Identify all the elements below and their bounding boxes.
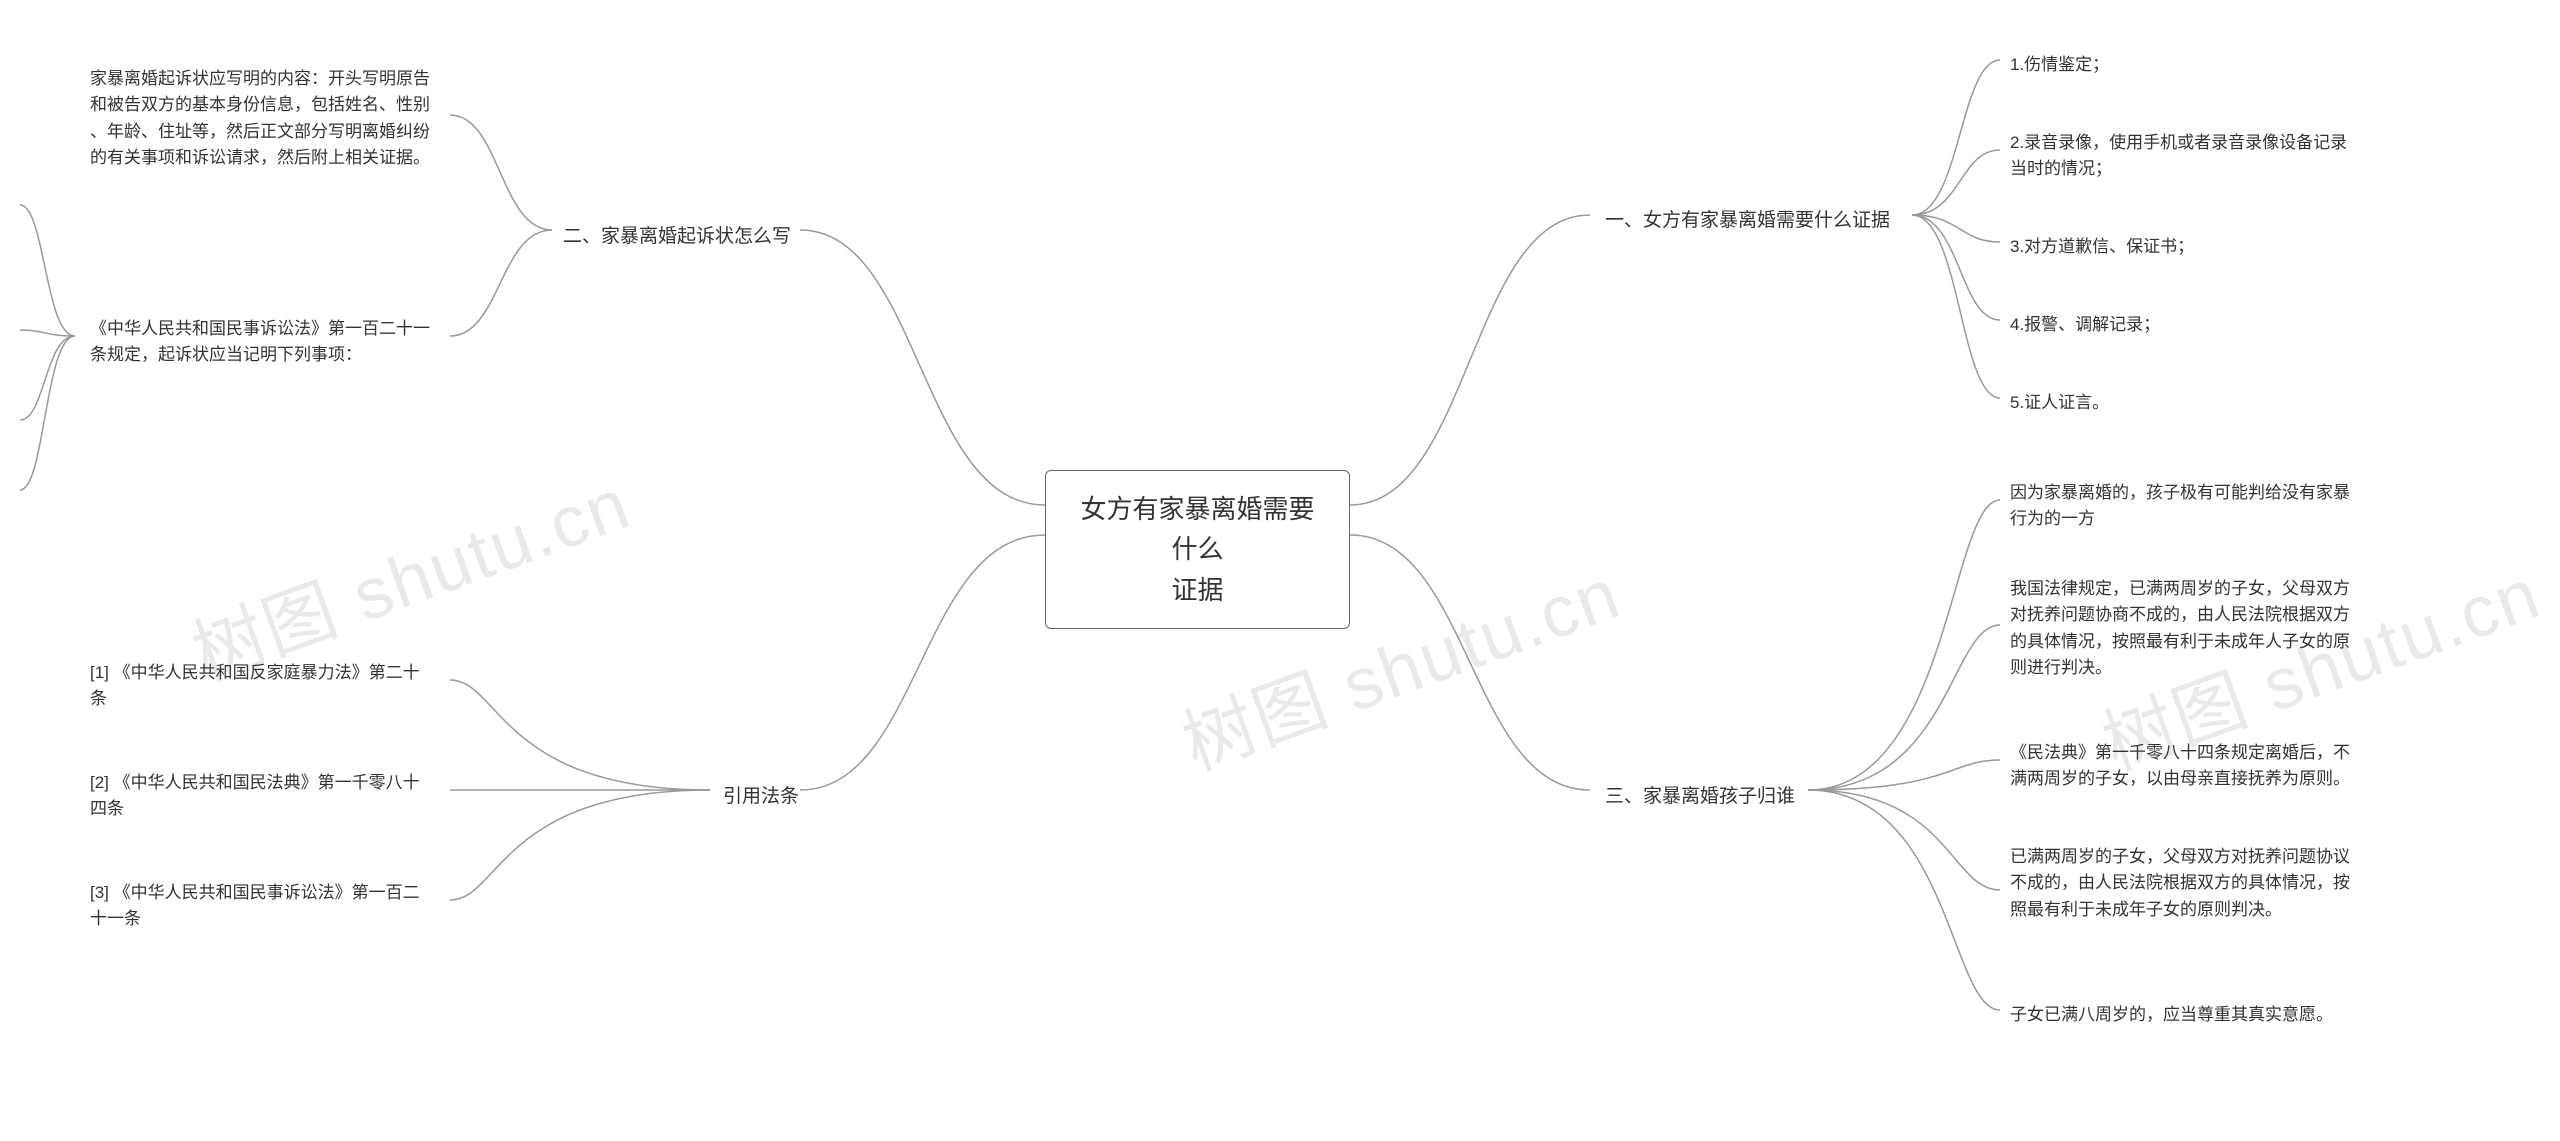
root-node: 女方有家暴离婚需要什么 证据 bbox=[1045, 470, 1350, 629]
root-text: 女方有家暴离婚需要什么 证据 bbox=[1080, 494, 1314, 605]
cite-leaf-2: [2] 《中华人民共和国民法典》第一千零八十 四条 bbox=[80, 764, 460, 829]
r3-leaf-2: 我国法律规定，已满两周岁的子女，父母双方 对抚养问题协商不成的，由人民法院根据双… bbox=[2000, 570, 2360, 687]
r3-leaf-3: 《民法典》第一千零八十四条规定离婚后，不 满两周岁的子女，以由母亲直接抚养为原则… bbox=[2000, 734, 2360, 799]
cite-leaf-1: [1] 《中华人民共和国反家庭暴力法》第二十 条 bbox=[80, 654, 460, 719]
l2-sub-4: （四）证据和证据来源，证人姓名和住所。 bbox=[0, 476, 20, 514]
l2-leaf-1: 家暴离婚起诉状应写明的内容：开头写明原告 和被告双方的基本身份信息，包括姓名、性… bbox=[80, 60, 460, 177]
l2-sub-1: （一）原告的姓名、性别、年龄、民族、职业 、工作单位、住所、联系方式，法人或者其… bbox=[0, 152, 20, 269]
right-branch-1: 一、女方有家暴离婚需要什么证据 bbox=[1595, 200, 1900, 241]
l2-sub-3: （三）诉讼请求和所根据的事实与理由； bbox=[0, 406, 20, 444]
left-branch-cite: 引用法条 bbox=[713, 776, 809, 817]
r3-leaf-4: 已满两周岁的子女，父母双方对抚养问题协议 不成的，由人民法院根据双方的具体情况，… bbox=[2000, 838, 2360, 929]
l2-leaf-2: 《中华人民共和国民事诉讼法》第一百二十一 条规定，起诉状应当记明下列事项： bbox=[80, 310, 460, 375]
r1-leaf-4: 4.报警、调解记录； bbox=[2000, 306, 2170, 344]
r1-leaf-2: 2.录音录像，使用手机或者录音录像设备记录 当时的情况； bbox=[2000, 124, 2357, 189]
r3-leaf-1: 因为家暴离婚的，孩子极有可能判给没有家暴 行为的一方 bbox=[2000, 474, 2360, 539]
l2-sub-2: （二）被告的姓名、性别、工作单位、住所等 信息，法人或者其他组织的名称、住所等信… bbox=[0, 292, 20, 383]
r1-leaf-1: 1.伤情鉴定； bbox=[2000, 46, 2119, 84]
left-branch-2: 二、家暴离婚起诉状怎么写 bbox=[553, 216, 801, 257]
r1-leaf-5: 5.证人证言。 bbox=[2000, 384, 2119, 422]
cite-leaf-3: [3] 《中华人民共和国民事诉讼法》第一百二 十一条 bbox=[80, 874, 460, 939]
r3-leaf-5: 子女已满八周岁的，应当尊重其真实意愿。 bbox=[2000, 996, 2343, 1034]
r1-leaf-3: 3.对方道歉信、保证书； bbox=[2000, 228, 2204, 266]
right-branch-3: 三、家暴离婚孩子归谁 bbox=[1595, 776, 1805, 817]
